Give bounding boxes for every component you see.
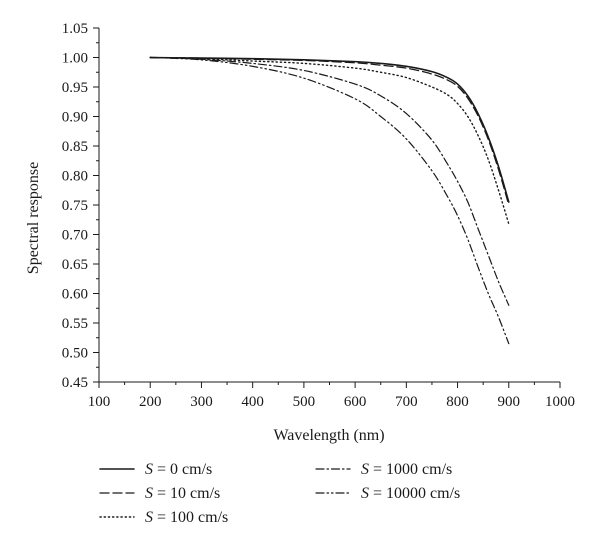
x-tick-label: 300 [190,394,213,410]
legend-label-1: S = 0 cm/s [145,461,212,478]
legend-symbol: S [145,509,153,526]
legend-label-2: S = 10 cm/s [145,485,220,502]
y-tick-label: 1.00 [62,51,88,67]
y-tick-label: 0.45 [62,375,88,391]
legend-symbol: S [361,461,369,478]
series-line-5 [149,56,510,345]
series-line-4 [149,56,510,306]
series-line-2 [149,56,510,206]
legend-label-5: S = 10000 cm/s [361,485,460,502]
y-tick-label: 0.65 [62,257,88,273]
x-axis-title: Wavelength (nm) [273,427,384,444]
x-tick-label: 900 [498,394,521,410]
x-tick-label: 400 [241,394,264,410]
y-tick-label: 0.60 [62,287,88,303]
y-tick-label: 0.50 [62,346,88,362]
x-tick-label: 500 [293,394,316,410]
series-lines [149,56,510,345]
series-line-1 [149,56,510,203]
y-tick-label: 0.90 [62,110,88,126]
x-tick-label: 600 [344,394,367,410]
legend-value: = 10000 cm/s [369,485,460,502]
series-line-3 [149,56,510,225]
legend-value: = 100 cm/s [153,509,228,526]
x-tick-label: 800 [446,394,469,410]
x-tick-label: 200 [139,394,162,410]
y-tick-label: 0.70 [62,228,88,244]
y-tick-label: 0.75 [62,198,88,214]
legend: S = 0 cm/sS = 10 cm/sS = 100 cm/sS = 100… [99,461,460,526]
y-tick-label: 1.05 [62,21,88,37]
legend-symbol: S [145,485,153,502]
y-tick-label: 0.80 [62,169,88,185]
legend-value: = 0 cm/s [153,461,212,478]
legend-symbol: S [145,461,153,478]
legend-symbol: S [361,485,369,502]
y-axis-title: Spectral response [25,162,42,274]
y-tick-label: 0.55 [62,316,88,332]
legend-label-4: S = 1000 cm/s [361,461,452,478]
x-tick-label: 700 [395,394,418,410]
legend-label-3: S = 100 cm/s [145,509,228,526]
axes: 0.45 0.50 0.55 0.60 0.65 0.70 0.75 0.80 0.85 0.90… [62,21,575,410]
y-tick-label: 0.85 [62,139,88,155]
x-tick-label: 100 [88,394,111,410]
y-tick-label: 0.95 [62,80,88,96]
legend-value: = 10 cm/s [153,485,220,502]
x-tick-label: 1000 [545,394,575,410]
legend-value: = 1000 cm/s [369,461,452,478]
